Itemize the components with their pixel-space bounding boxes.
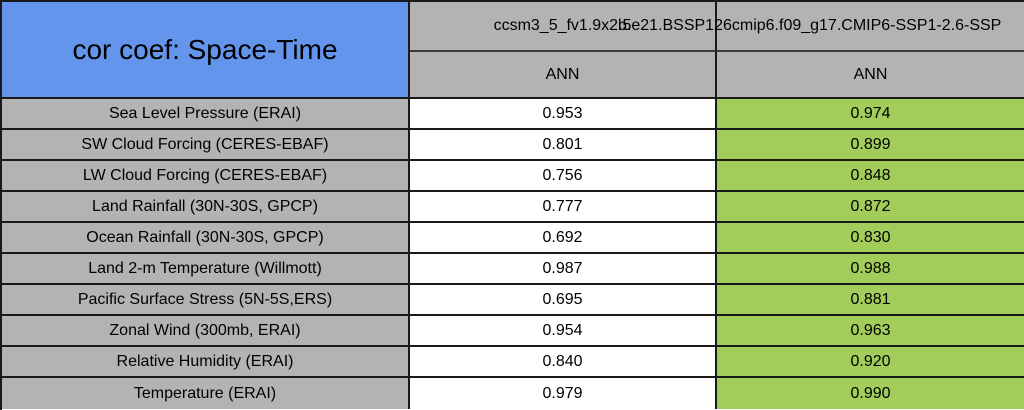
- model1-value: 0.979: [542, 384, 583, 402]
- model2-value: 0.881: [850, 290, 891, 308]
- model2-value-cell: 0.974: [717, 99, 1024, 128]
- model2-value: 0.872: [850, 197, 891, 215]
- row-label-cell: Ocean Rainfall (30N-30S, GPCP): [2, 223, 410, 252]
- row-label-cell: SW Cloud Forcing (CERES-EBAF): [2, 130, 410, 159]
- model2-value: 0.974: [850, 104, 891, 122]
- table-row: Sea Level Pressure (ERAI) 0.953 0.974: [2, 99, 1024, 130]
- model1-value-cell: 0.756: [410, 161, 717, 190]
- table-row: Pacific Surface Stress (5N-5S,ERS) 0.695…: [2, 285, 1024, 316]
- row-label-cell: Pacific Surface Stress (5N-5S,ERS): [2, 285, 410, 314]
- model1-value: 0.692: [542, 228, 583, 246]
- model2-value: 0.848: [850, 166, 891, 184]
- model2-value-cell: 0.881: [717, 285, 1024, 314]
- table-row: LW Cloud Forcing (CERES-EBAF) 0.756 0.84…: [2, 161, 1024, 192]
- table-row: SW Cloud Forcing (CERES-EBAF) 0.801 0.89…: [2, 130, 1024, 161]
- model1-value-cell: 0.987: [410, 254, 717, 283]
- model2-value: 0.920: [850, 352, 891, 370]
- row-label: Land 2-m Temperature (Willmott): [88, 259, 322, 277]
- row-label: Ocean Rainfall (30N-30S, GPCP): [86, 228, 324, 246]
- model1-value: 0.954: [542, 321, 583, 339]
- table-title-cell: cor coef: Space-Time: [2, 2, 410, 99]
- model1-header-cell: ccsm3_5_fv1.9x2.5: [410, 2, 717, 52]
- row-label-cell: Relative Humidity (ERAI): [2, 347, 410, 376]
- model1-value-cell: 0.954: [410, 316, 717, 345]
- row-label: Zonal Wind (300mb, ERAI): [109, 321, 301, 339]
- row-label: LW Cloud Forcing (CERES-EBAF): [82, 166, 328, 184]
- row-label-cell: LW Cloud Forcing (CERES-EBAF): [2, 161, 410, 190]
- model1-value: 0.777: [542, 197, 583, 215]
- row-label: Temperature (ERAI): [133, 384, 277, 402]
- row-label-cell: Temperature (ERAI): [2, 378, 410, 409]
- model2-value-cell: 0.899: [717, 130, 1024, 159]
- table-body: Sea Level Pressure (ERAI) 0.953 0.974 SW…: [2, 99, 1024, 409]
- model2-value: 0.963: [850, 321, 891, 339]
- model1-value-cell: 0.840: [410, 347, 717, 376]
- table-row: Ocean Rainfall (30N-30S, GPCP) 0.692 0.8…: [2, 223, 1024, 254]
- model1-value: 0.987: [542, 259, 583, 277]
- table-row: Zonal Wind (300mb, ERAI) 0.954 0.963: [2, 316, 1024, 347]
- model2-value-cell: 0.848: [717, 161, 1024, 190]
- row-label: Sea Level Pressure (ERAI): [108, 104, 302, 122]
- model2-value-cell: 0.990: [717, 378, 1024, 409]
- table-title: cor coef: Space-Time: [72, 33, 338, 65]
- model2-value: 0.899: [850, 135, 891, 153]
- model1-season-label: ANN: [545, 65, 580, 83]
- model1-value-cell: 0.979: [410, 378, 717, 409]
- table-row: Land 2-m Temperature (Willmott) 0.987 0.…: [2, 254, 1024, 285]
- row-label: Land Rainfall (30N-30S, GPCP): [92, 197, 318, 215]
- model1-value: 0.840: [542, 352, 583, 370]
- model2-value: 0.988: [850, 259, 891, 277]
- model1-season-cell: ANN: [410, 52, 717, 99]
- model2-value-cell: 0.963: [717, 316, 1024, 345]
- model1-value: 0.953: [542, 104, 583, 122]
- model1-value: 0.756: [542, 166, 583, 184]
- model1-value-cell: 0.692: [410, 223, 717, 252]
- table-header: cor coef: Space-Time ccsm3_5_fv1.9x2.5 b…: [2, 2, 1024, 99]
- model2-value-cell: 0.920: [717, 347, 1024, 376]
- model2-header-cell: b.e21.BSSP126cmip6.f09_g17.CMIP6-SSP1-2.…: [618, 2, 1024, 52]
- model1-value: 0.801: [542, 135, 583, 153]
- model2-value-cell: 0.830: [717, 223, 1024, 252]
- model1-name: ccsm3_5_fv1.9x2.5: [493, 17, 632, 34]
- model2-season-label: ANN: [853, 65, 888, 83]
- model1-value-cell: 0.777: [410, 192, 717, 221]
- model1-value-cell: 0.801: [410, 130, 717, 159]
- table-row: Land Rainfall (30N-30S, GPCP) 0.777 0.87…: [2, 192, 1024, 223]
- row-label: SW Cloud Forcing (CERES-EBAF): [81, 135, 329, 153]
- row-label-cell: Sea Level Pressure (ERAI): [2, 99, 410, 128]
- model1-value-cell: 0.695: [410, 285, 717, 314]
- row-label: Relative Humidity (ERAI): [116, 352, 294, 370]
- model2-season-cell: ANN: [717, 52, 1024, 99]
- row-label-cell: Land Rainfall (30N-30S, GPCP): [2, 192, 410, 221]
- model2-value-cell: 0.988: [717, 254, 1024, 283]
- model2-value: 0.830: [850, 228, 891, 246]
- model1-value: 0.695: [542, 290, 583, 308]
- model2-value-cell: 0.872: [717, 192, 1024, 221]
- model2-value: 0.990: [850, 384, 891, 402]
- table-row: Relative Humidity (ERAI) 0.840 0.920: [2, 347, 1024, 378]
- table-row: Temperature (ERAI) 0.979 0.990: [2, 378, 1024, 409]
- row-label-cell: Zonal Wind (300mb, ERAI): [2, 316, 410, 345]
- row-label-cell: Land 2-m Temperature (Willmott): [2, 254, 410, 283]
- model2-name: b.e21.BSSP126cmip6.f09_g17.CMIP6-SSP1-2.…: [618, 17, 1002, 34]
- model1-value-cell: 0.953: [410, 99, 717, 128]
- row-label: Pacific Surface Stress (5N-5S,ERS): [77, 290, 333, 308]
